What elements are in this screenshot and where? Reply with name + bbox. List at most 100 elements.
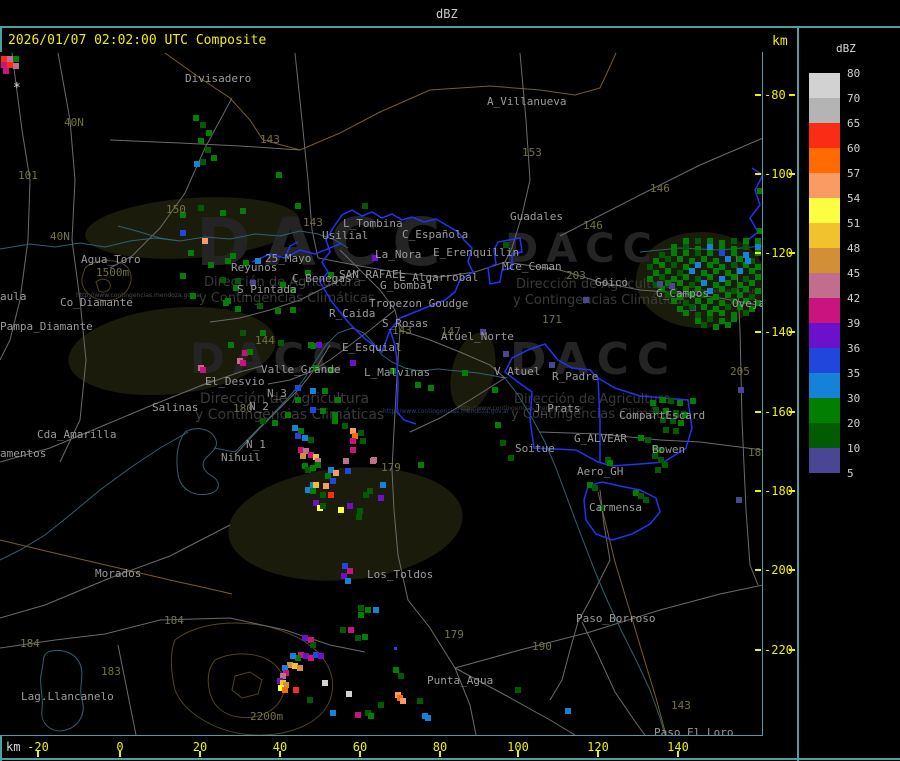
echo-pixel xyxy=(208,262,214,268)
echo-pixel xyxy=(731,316,737,322)
legend-value-label: 51 xyxy=(847,217,861,230)
right-axis-tick xyxy=(755,649,761,651)
echo-pixel xyxy=(713,306,719,312)
echo-pixel xyxy=(719,318,725,324)
road-number-label: 205 xyxy=(730,365,750,378)
secondary-road xyxy=(164,52,617,151)
road xyxy=(504,261,762,307)
place-label: Morados xyxy=(95,567,142,580)
star-marker: * xyxy=(13,81,21,96)
echo-pixel xyxy=(357,508,363,514)
echo-pixel xyxy=(303,448,309,454)
echo-pixel xyxy=(310,488,316,494)
echo-pixel xyxy=(355,635,361,641)
legend-value-label: 70 xyxy=(847,92,861,105)
watermark-subtitle: y Contingencias Climáticas xyxy=(511,407,687,422)
echo-pixel xyxy=(731,298,737,304)
place-label: S_Pintada xyxy=(237,283,297,296)
place-label: Paso_Borroso xyxy=(576,612,656,625)
echo-pixel xyxy=(673,428,679,434)
echo-pixel xyxy=(719,276,725,282)
river xyxy=(0,230,349,250)
echo-pixel xyxy=(659,252,665,258)
echo-pixel xyxy=(305,467,311,473)
place-label: R_Caida xyxy=(329,307,376,320)
echo-pixel xyxy=(673,410,679,416)
echo-pixel xyxy=(671,250,677,256)
legend-value-label: 57 xyxy=(847,167,861,180)
right-axis-tick xyxy=(789,490,795,492)
echo-pixel xyxy=(287,662,293,668)
echo-pixel xyxy=(683,300,689,306)
echo-pixel xyxy=(310,388,316,394)
echo-pixel xyxy=(225,258,231,264)
echo-pixel xyxy=(200,367,206,373)
right-axis-label: -220 xyxy=(764,643,793,657)
right-axis-tick xyxy=(789,173,795,175)
echo-pixel xyxy=(707,298,713,304)
echo-pixel xyxy=(725,292,731,298)
place-label: G_ALVEAR xyxy=(574,432,627,445)
echo-pixel xyxy=(313,482,319,488)
echo-pixel xyxy=(342,563,348,569)
echo-pixel xyxy=(194,161,200,167)
echo-pixel xyxy=(302,463,308,469)
place-label: L_Malvinas xyxy=(364,366,431,379)
bottom-axis-tick xyxy=(597,751,599,757)
right-axis-tick xyxy=(789,569,795,571)
legend-value-label: 60 xyxy=(847,142,861,155)
echo-pixel xyxy=(332,418,338,424)
right-axis-label: -180 xyxy=(764,484,793,498)
map-border-bottom xyxy=(0,735,763,736)
echo-pixel xyxy=(683,286,689,292)
echo-pixel xyxy=(515,687,521,693)
bottom-axis-label: 40 xyxy=(272,740,288,754)
legend-value-label: 35 xyxy=(847,367,861,380)
echo-pixel xyxy=(743,310,749,316)
echo-pixel xyxy=(320,492,326,498)
road-number-label: 144 xyxy=(255,334,275,347)
echo-pixel xyxy=(316,342,322,348)
legend-color-block xyxy=(809,423,840,448)
right-axis-label: -200 xyxy=(764,563,793,577)
echo-pixel xyxy=(659,262,665,268)
bottom-axis-tick xyxy=(199,751,201,757)
district-boundary xyxy=(251,242,343,263)
district-boundary xyxy=(284,241,299,259)
legend-color-block xyxy=(809,273,840,298)
echo-pixel xyxy=(738,387,744,393)
echo-pixel xyxy=(737,256,743,262)
right-axis-tick xyxy=(755,411,761,413)
district-boundary xyxy=(319,227,391,354)
legend-color-block xyxy=(809,323,840,348)
secondary-road xyxy=(597,491,667,735)
map-vector-layer xyxy=(0,52,762,735)
bottom-axis-label: 60 xyxy=(352,740,368,754)
place-label: Salinas xyxy=(152,401,199,414)
echo-pixel xyxy=(328,367,334,373)
place-label: CompartEscard xyxy=(619,409,706,422)
echo-pixel xyxy=(308,655,314,661)
echo-pixel xyxy=(260,330,266,336)
echo-pixel xyxy=(725,256,731,262)
echo-pixel xyxy=(757,228,762,234)
echo-pixel xyxy=(310,407,316,413)
road-number-label: 203 xyxy=(566,269,586,282)
echo-pixel xyxy=(298,652,304,658)
watermark-subtitle: y Contingencias Climáticas xyxy=(199,291,375,306)
echo-pixel xyxy=(508,455,514,461)
place-label: E_Algarrobal xyxy=(399,271,479,284)
echo-pixel xyxy=(417,698,423,704)
echo-pixel xyxy=(755,244,761,250)
echo-pixel xyxy=(743,252,749,258)
echo-pixel xyxy=(500,440,506,446)
echo-pixel xyxy=(719,310,725,316)
echo-pixel xyxy=(358,612,364,618)
watermark-url: www.contingencias.mendoza.gov.ar xyxy=(692,288,762,295)
echo-pixel xyxy=(689,268,695,274)
echo-pixel xyxy=(322,680,328,686)
echo-pixel xyxy=(653,270,659,276)
road-number-label: 171 xyxy=(542,313,562,326)
echo-pixel xyxy=(695,276,701,282)
echo-pixel xyxy=(492,387,498,393)
